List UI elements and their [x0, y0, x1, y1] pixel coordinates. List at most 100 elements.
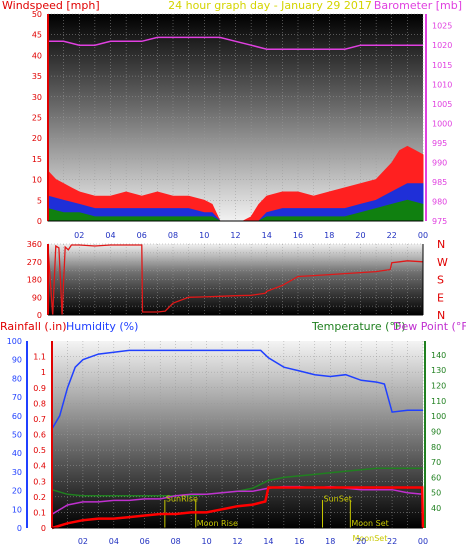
windspeed-axis-title: Windspeed [mph] — [2, 0, 100, 12]
rainfall-tick-label: 0.5 — [33, 446, 46, 455]
climate-x-tick-label: 16 — [294, 537, 304, 546]
direction-tick-label: 180 — [27, 276, 42, 285]
rainfall-tick-label: 0 — [41, 524, 46, 533]
barometer-tick-label: 1010 — [432, 80, 452, 89]
wind-tick-label: 40 — [32, 51, 42, 60]
humidity-axis-title: Humidity (%) — [66, 320, 138, 333]
wind-x-tick-label: 16 — [293, 231, 303, 240]
rainfall-tick-label: 0.6 — [33, 431, 46, 440]
climate-x-tick-label: 06 — [140, 537, 150, 546]
temperature-tick-label: 70 — [431, 458, 441, 467]
compass-label: N — [437, 238, 445, 251]
rainfall-tick-label: 0.1 — [33, 508, 46, 517]
temperature-tick-label: 110 — [431, 397, 446, 406]
temperature-tick-label: 50 — [431, 489, 441, 498]
humidity-tick-label: 50 — [12, 431, 22, 440]
wind-direction-line — [47, 244, 424, 316]
barometer-tick-label: 1020 — [432, 41, 452, 50]
wind-axes: 0510152025303540455097598098599099510001… — [32, 10, 453, 240]
wind-barometer-panel: 0510152025303540455097598098599099510001… — [32, 10, 453, 240]
climate-x-tick-label: 04 — [109, 537, 119, 546]
wind-x-tick-label: 22 — [387, 231, 397, 240]
barometer-tick-label: 1025 — [432, 22, 452, 31]
climate-series — [51, 349, 425, 530]
barometer-tick-label: 985 — [432, 178, 447, 187]
temperature-tick-label: 120 — [431, 381, 446, 390]
wind-tick-label: 0 — [37, 217, 42, 226]
barometer-axis-title: Barometer [mb] — [374, 0, 462, 12]
climate-panel: SunRise Moon Rise SunSet Moon Set MoonSet 0 0.… — [7, 337, 447, 546]
barometer-tick-label: 995 — [432, 139, 447, 148]
rainfall-tick-label: 1 — [41, 368, 46, 377]
wind-tick-label: 35 — [32, 72, 42, 81]
climate-x-tick-label: 02 — [78, 537, 88, 546]
sun-moon-label: Moon Rise — [197, 519, 238, 528]
barometer-tick-label: 1005 — [432, 100, 452, 109]
rainfall-tick-label: 1.1 — [33, 353, 46, 362]
temperature-tick-label: 80 — [431, 443, 441, 452]
rainfall-tick-label: 0.8 — [33, 399, 46, 408]
wind-x-tick-label: 02 — [74, 231, 84, 240]
climate-x-tick-label: 10 — [201, 537, 211, 546]
humidity-tick-label: 0 — [17, 524, 22, 533]
wind-x-tick-label: 10 — [199, 231, 209, 240]
humidity-line — [51, 349, 423, 430]
sun-moon-label: SunSet — [324, 495, 352, 504]
wind-x-tick-label: 12 — [230, 231, 240, 240]
temperature-tick-label: 40 — [431, 504, 441, 513]
humidity-tick-label: 70 — [12, 393, 22, 402]
wind-x-tick-label: 14 — [262, 231, 272, 240]
humidity-tick-label: 40 — [12, 449, 22, 458]
humidity-tick-label: 60 — [12, 412, 22, 421]
direction-tick-label: 360 — [27, 240, 42, 249]
rainfall-tick-label: 0.4 — [33, 462, 46, 471]
compass-label: W — [437, 256, 448, 269]
dewpoint-line — [51, 485, 424, 515]
direction-tick-label: 90 — [32, 293, 42, 302]
wind-x-tick-label: 08 — [168, 231, 178, 240]
temperature-tick-label: 90 — [431, 427, 441, 436]
climate-x-tick-label: 14 — [263, 537, 273, 546]
rainfall-axis-title: Rainfall (.in) — [0, 320, 67, 333]
wind-x-tick-label: 06 — [137, 231, 147, 240]
climate-x-tick-label: 08 — [171, 537, 181, 546]
wind-tick-label: 30 — [32, 93, 42, 102]
wind-x-tick-label: 20 — [355, 231, 365, 240]
direction-series — [47, 244, 424, 316]
wind-x-tick-label: 04 — [105, 231, 115, 240]
climate-x-tick-label: 22 — [387, 537, 397, 546]
wind-tick-label: 10 — [32, 176, 42, 185]
barometer-tick-label: 1000 — [432, 119, 452, 128]
sun-moon-label: MoonSet — [352, 534, 387, 543]
temperature-axis-title: Temperature (°F) — [311, 320, 406, 333]
compass-label: E — [437, 291, 444, 304]
barometer-tick-label: 975 — [432, 217, 447, 226]
temperature-tick-label: 130 — [431, 366, 446, 375]
dewpoint-axis-title: Dew Point (°F) — [393, 320, 466, 333]
rainfall-tick-label: 0.7 — [33, 415, 46, 424]
humidity-tick-label: 10 — [12, 505, 22, 514]
wind-x-tick-label: 18 — [324, 231, 334, 240]
rainfall-tick-label: 0.9 — [33, 384, 46, 393]
temperature-tick-label: 140 — [431, 351, 446, 360]
humidity-tick-label: 90 — [12, 356, 22, 365]
wind-tick-label: 5 — [37, 196, 42, 205]
rainfall-line — [51, 486, 425, 530]
direction-tick-label: 0 — [37, 311, 42, 320]
humidity-tick-label: 100 — [7, 337, 22, 346]
humidity-tick-label: 20 — [12, 487, 22, 496]
compass-label: S — [437, 274, 444, 287]
wind-tick-label: 50 — [32, 10, 42, 19]
climate-grid — [52, 341, 424, 529]
barometer-tick-label: 990 — [432, 158, 447, 167]
barometer-tick-label: 980 — [432, 197, 447, 206]
humidity-tick-label: 30 — [12, 468, 22, 477]
barometer-line — [48, 36, 423, 50]
climate-x-tick-label: 00 — [418, 537, 428, 546]
wind-tick-label: 20 — [32, 134, 42, 143]
barometer-tick-label: 1015 — [432, 61, 452, 70]
climate-x-tick-label: 12 — [232, 537, 242, 546]
temperature-tick-label: 100 — [431, 412, 446, 421]
